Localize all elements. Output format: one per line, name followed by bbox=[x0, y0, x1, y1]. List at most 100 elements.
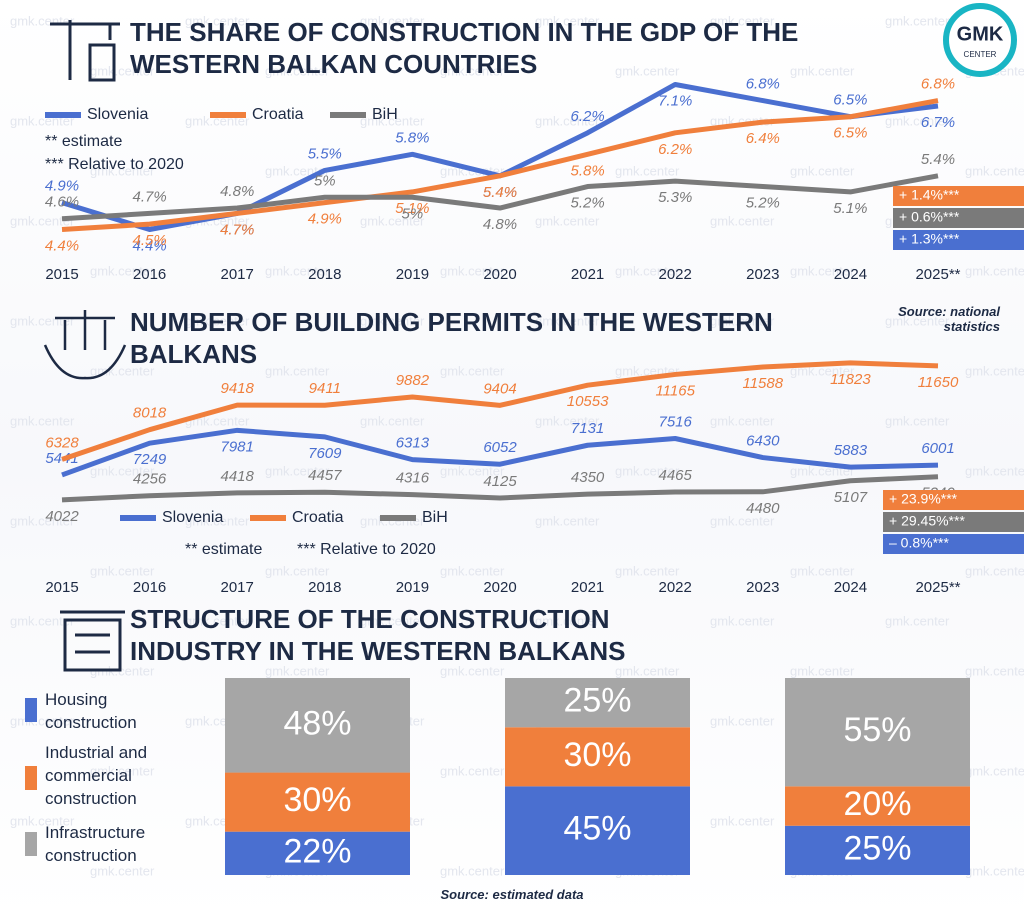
watermark: gmk.center bbox=[440, 263, 505, 278]
watermark: gmk.center bbox=[710, 513, 775, 528]
watermark: gmk.center bbox=[535, 13, 600, 28]
watermark: gmk.center bbox=[265, 463, 330, 478]
data-label: 5.8% bbox=[570, 162, 604, 179]
chart-title: THE SHARE OF CONSTRUCTION IN THE GDP OF … bbox=[130, 17, 799, 79]
data-label: 45% bbox=[563, 810, 631, 848]
watermark: gmk.center bbox=[710, 613, 775, 628]
x-tick-label: 2017 bbox=[221, 266, 254, 283]
watermark: gmk.center bbox=[965, 463, 1024, 478]
watermark: gmk.center bbox=[885, 313, 950, 328]
watermark: gmk.center bbox=[535, 413, 600, 428]
data-label: 11165 bbox=[655, 382, 695, 399]
data-label: 9418 bbox=[221, 380, 255, 397]
data-label: 4.5% bbox=[132, 232, 166, 249]
badge-label: + 1.3%*** bbox=[899, 231, 960, 247]
data-label: 4256 bbox=[133, 471, 167, 488]
watermark: gmk.center bbox=[615, 663, 680, 678]
watermark: gmk.center bbox=[535, 113, 600, 128]
data-label: 4022 bbox=[45, 508, 79, 525]
badge bbox=[883, 534, 1024, 554]
watermark: gmk.center bbox=[90, 863, 155, 878]
data-label: 4.6% bbox=[45, 194, 79, 211]
bar-segment bbox=[225, 678, 410, 773]
data-label: 4465 bbox=[659, 467, 693, 484]
watermark: gmk.center bbox=[965, 863, 1024, 878]
watermark: gmk.center bbox=[615, 263, 680, 278]
note: ** estimate bbox=[45, 133, 122, 150]
watermark: gmk.center bbox=[360, 213, 425, 228]
badge bbox=[893, 230, 1024, 250]
watermark: gmk.center bbox=[710, 13, 775, 28]
data-label: 20% bbox=[843, 785, 911, 823]
data-label: 4316 bbox=[396, 470, 430, 487]
data-label: 6.5% bbox=[833, 92, 867, 109]
bar-segment bbox=[785, 825, 970, 875]
bar-segment bbox=[785, 786, 970, 826]
data-label: 4.8% bbox=[483, 216, 517, 233]
data-label: 30% bbox=[283, 781, 351, 819]
data-label: 5.3% bbox=[658, 189, 692, 206]
bar-segment bbox=[785, 678, 970, 787]
data-label: 8018 bbox=[133, 405, 167, 422]
x-tick-label: 2025** bbox=[915, 579, 960, 596]
badge bbox=[893, 186, 1024, 206]
data-label: 7609 bbox=[308, 445, 342, 462]
note: *** Relative to 2020 bbox=[45, 156, 184, 173]
source: Source: estimated data bbox=[440, 887, 584, 902]
series-line bbox=[61, 360, 939, 462]
chart-title: STRUCTURE OF THE CONSTRUCTION INDUSTRY I… bbox=[130, 604, 626, 666]
x-tick-label: 2019 bbox=[396, 579, 429, 596]
data-label: 5.5% bbox=[308, 145, 342, 162]
legend-swatch bbox=[25, 698, 37, 722]
source: Source: national statistics bbox=[898, 304, 1000, 334]
data-label: 5% bbox=[314, 172, 336, 189]
watermark: gmk.center bbox=[90, 563, 155, 578]
data-label: 4125 bbox=[483, 473, 517, 490]
x-tick-label: 2021 bbox=[571, 266, 604, 283]
watermark: gmk.center bbox=[710, 413, 775, 428]
watermark: gmk.center bbox=[535, 213, 600, 228]
legend-label: Slovenia bbox=[162, 509, 223, 526]
watermark: gmk.center bbox=[710, 713, 775, 728]
data-label: 22% bbox=[283, 832, 351, 870]
data-label: 6313 bbox=[396, 435, 430, 452]
badge bbox=[883, 512, 1024, 532]
data-label: 5.4% bbox=[483, 184, 517, 201]
watermark: gmk.center bbox=[265, 663, 330, 678]
x-tick-label: 2015 bbox=[45, 579, 78, 596]
data-label: 4480 bbox=[746, 500, 780, 517]
chart-title: NUMBER OF BUILDING PERMITS IN THE WESTER… bbox=[130, 307, 773, 369]
x-tick-label: 2022 bbox=[659, 579, 692, 596]
watermark: gmk.center bbox=[265, 263, 330, 278]
x-tick-label: 2018 bbox=[308, 266, 341, 283]
badge bbox=[893, 208, 1024, 228]
watermark: gmk.center bbox=[885, 413, 950, 428]
data-label: 7.1% bbox=[658, 92, 692, 109]
building-icon bbox=[60, 610, 125, 672]
bar-segment bbox=[225, 772, 410, 832]
data-label: 5% bbox=[402, 205, 424, 222]
watermark: gmk.center bbox=[710, 813, 775, 828]
data-label: 4350 bbox=[571, 469, 605, 486]
legend-label: BiH bbox=[422, 509, 448, 526]
data-label: 5883 bbox=[834, 442, 868, 459]
watermark: gmk.center bbox=[10, 13, 75, 28]
watermark: gmk.center bbox=[965, 763, 1024, 778]
data-label: 4418 bbox=[221, 468, 255, 485]
watermark: gmk.center bbox=[360, 413, 425, 428]
watermark: gmk.center bbox=[440, 663, 505, 678]
watermark: gmk.center bbox=[10, 413, 75, 428]
data-label: 6.2% bbox=[658, 141, 692, 158]
data-label: 30% bbox=[563, 736, 631, 774]
data-label: 10553 bbox=[567, 393, 609, 410]
legend-label: Infrastructure construction bbox=[45, 823, 146, 865]
data-label: 5.4% bbox=[483, 184, 517, 201]
data-label: 5.4% bbox=[921, 151, 955, 168]
data-label: 4.7% bbox=[220, 221, 254, 238]
watermark: gmk.center bbox=[265, 563, 330, 578]
data-label: 6430 bbox=[746, 433, 780, 450]
data-label: 11823 bbox=[830, 371, 871, 388]
watermark: gmk.center bbox=[265, 63, 330, 78]
